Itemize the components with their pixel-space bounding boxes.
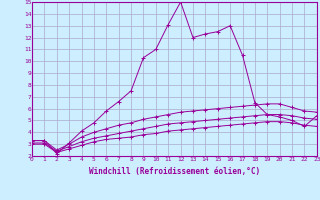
- X-axis label: Windchill (Refroidissement éolien,°C): Windchill (Refroidissement éolien,°C): [89, 167, 260, 176]
